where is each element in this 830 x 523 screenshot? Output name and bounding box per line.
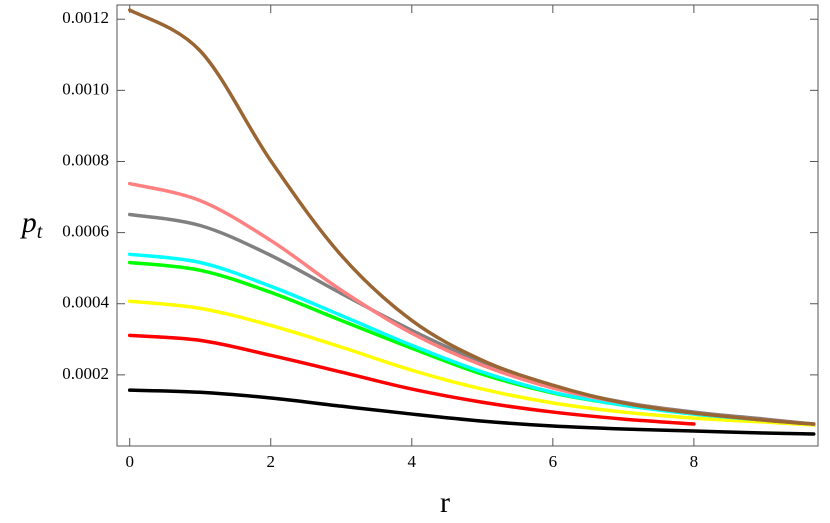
y-axis-label-sub: t — [37, 221, 43, 243]
y-axis-label: pt — [20, 206, 43, 243]
line — [127, 299, 816, 427]
line — [127, 333, 696, 426]
x-tick-label: 0 — [125, 452, 134, 471]
x-tick-label: 6 — [549, 452, 558, 471]
y-tick-label: 0.0002 — [62, 364, 109, 383]
x-tick-label: 2 — [266, 452, 275, 471]
y-tick-label: 0.0006 — [62, 222, 109, 241]
y-tick-label: 0.0004 — [62, 293, 109, 312]
y-axis-label-base: p — [20, 206, 37, 239]
y-tick-label: 0.0010 — [62, 79, 109, 98]
x-tick-label: 4 — [408, 452, 417, 471]
y-tick-label: 0.0008 — [62, 150, 109, 169]
y-tick-label: 0.0012 — [62, 8, 109, 27]
line — [127, 212, 816, 426]
line — [127, 8, 816, 426]
line — [127, 388, 816, 436]
x-tick-label: 8 — [690, 452, 699, 471]
x-axis-label: r — [440, 486, 450, 519]
plot-frame — [116, 4, 819, 447]
